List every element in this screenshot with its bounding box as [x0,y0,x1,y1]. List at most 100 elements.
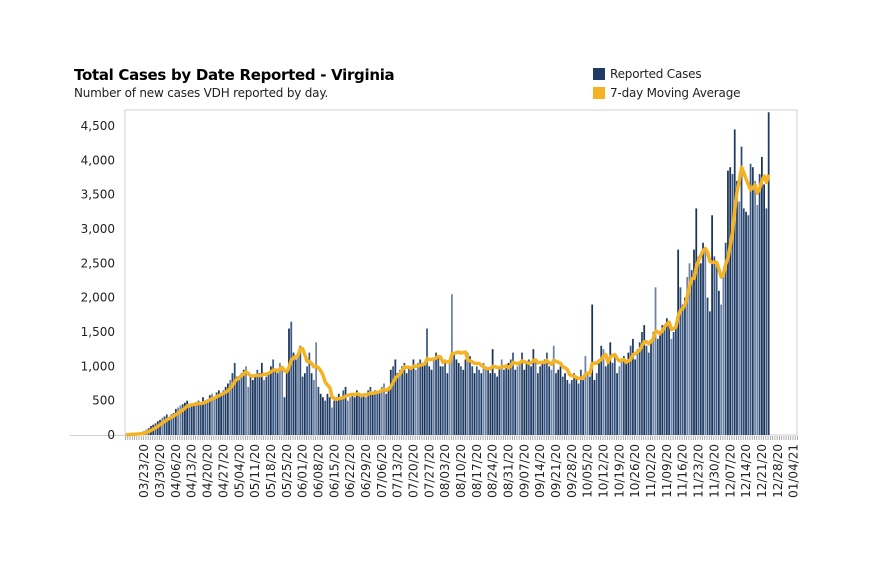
bar-reported-cases [512,352,514,435]
bar-reported-cases [292,352,295,435]
bar-reported-cases [426,328,428,435]
bar-reported-cases [285,373,288,435]
bar-reported-cases [410,366,413,435]
bar-reported-cases [396,373,399,435]
bar-reported-cases [500,359,503,435]
bar-reported-cases [251,380,254,435]
bar-reported-cases [374,390,376,435]
bar-reported-cases [193,404,195,435]
bar-reported-cases [494,373,496,435]
bar-reported-cases [165,414,168,435]
x-tick-label: 11/30/20 [707,444,721,498]
bar-reported-cases [695,208,698,435]
bar-reported-cases [496,376,499,435]
bar-reported-cases [199,404,202,435]
bar-reported-cases [742,208,745,435]
bar-reported-cases [756,204,759,435]
bar-reported-cases [659,335,661,435]
bar-reported-cases [534,359,537,435]
bar-reported-cases [733,129,736,435]
legend-swatch-average [593,87,605,99]
bar-reported-cases [245,366,247,435]
bar-reported-cases [346,400,349,435]
bar-reported-cases [602,349,605,435]
bar-reported-cases [693,249,695,435]
bar-reported-cases [503,369,505,435]
bar-reported-cases [299,345,302,435]
bar-reported-cases [324,400,327,435]
bar-reported-cases [186,400,189,435]
x-tick-label: 03/30/20 [153,444,167,498]
bar-reported-cases [566,380,569,435]
bar-reported-cases [236,376,238,435]
bar-reported-cases [177,407,180,435]
bar-reported-cases [326,393,329,435]
bar-reported-cases [217,390,220,435]
bar-reported-cases [466,352,469,435]
bar-reported-cases [629,345,632,435]
x-tick-label: 07/13/20 [391,444,405,498]
bar-reported-cases [367,390,370,435]
bar-reported-cases [444,359,446,435]
x-tick-label: 12/28/20 [771,444,785,498]
y-tick-label: 2,500 [81,256,115,270]
bar-reported-cases [627,352,630,435]
bar-reported-cases [548,366,551,435]
bar-reported-cases [677,249,680,435]
x-tick-label: 06/22/20 [343,444,357,498]
bar-reported-cases [385,393,388,435]
bar-reported-cases [179,405,182,435]
bar-reported-cases [550,369,553,435]
bar-reported-cases [564,373,566,435]
bar-reported-cases [478,369,480,435]
x-tick-label: 03/23/20 [137,444,151,498]
bar-reported-cases [308,352,311,435]
bar-reported-cases [634,359,637,435]
bar-reported-cases [681,304,684,435]
x-tick-label: 12/21/20 [755,444,769,498]
bar-reported-cases [279,362,281,435]
bar-reported-cases [394,359,397,435]
bar-reported-cases [684,297,686,435]
bar-reported-cases [174,408,177,435]
bar-reported-cases [598,362,600,435]
bar-reported-cases [403,362,406,435]
x-tick-label: 09/14/20 [533,444,547,498]
bar-reported-cases [471,366,474,435]
bar-reported-cases [419,359,422,435]
bar-reported-cases [267,373,270,435]
bar-reported-cases [636,349,639,435]
bar-reported-cases [392,366,394,435]
bar-reported-cases [708,311,711,435]
bar-reported-cases [525,362,528,435]
y-tick-label: 500 [92,394,115,408]
bar-reported-cases [661,325,664,435]
x-tick-label: 08/03/20 [438,444,452,498]
bar-reported-cases [274,369,277,435]
bar-reported-cases [408,366,410,435]
bar-reported-cases [541,362,544,435]
bar-reported-cases [355,390,358,435]
bar-reported-cases [586,373,589,435]
bar-reported-cases [430,369,433,435]
bar-reported-cases [625,362,628,435]
bar-reported-cases [294,359,297,435]
x-tick-label: 09/21/20 [549,444,563,498]
bar-reported-cases [322,397,324,435]
bar-reported-cases [414,369,417,435]
bar-reported-cases [460,366,462,435]
x-tick-label: 05/11/20 [248,444,262,498]
bar-reported-cases [333,400,336,435]
bar-reported-cases [609,342,612,435]
bar-reported-cases [518,362,521,435]
bar-reported-cases [263,380,265,435]
bar-reported-cases [686,277,689,435]
bar-reported-cases [342,390,345,435]
bar-reported-cases [312,380,315,435]
bar-reported-cases [353,397,356,435]
bar-reported-cases [254,376,256,435]
x-tick-label: 08/31/20 [502,444,516,498]
bar-reported-cases [557,369,560,435]
bar-reported-cases [301,376,304,435]
bar-reported-cases [711,215,713,435]
